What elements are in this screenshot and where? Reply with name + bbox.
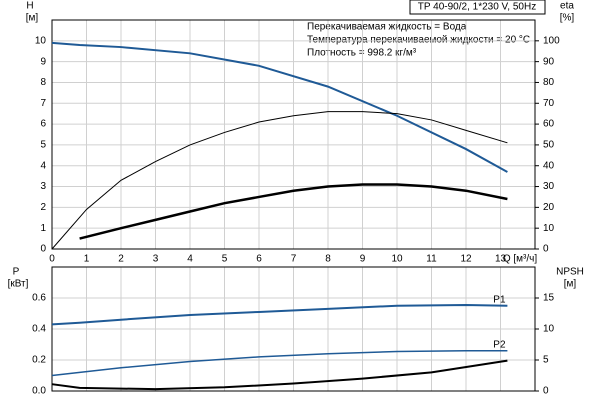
curve: [51, 41, 508, 173]
x-tick-label: 9: [360, 254, 366, 265]
x-tick-label: 12: [460, 254, 472, 265]
y-tick-label: 9: [40, 56, 46, 67]
annotation: Перекачиваемая жидкость = Вода: [307, 22, 467, 33]
curve-label: P2: [493, 339, 506, 350]
y2-unit: [м]: [564, 279, 577, 290]
curve: [51, 303, 508, 326]
y2-tick-label: 40: [543, 160, 555, 171]
y-unit: [м]: [26, 13, 39, 24]
x-tick-label: 3: [153, 254, 159, 265]
y-label: P: [13, 267, 20, 278]
y-tick-label: 7: [40, 98, 46, 109]
y-tick-label: 8: [40, 77, 46, 88]
x-tick-label: 2: [118, 254, 124, 265]
y2-tick-label: 10: [543, 324, 555, 335]
x-tick-label: 8: [325, 254, 331, 265]
annotation: Температура перекачиваемой жидкости = 20…: [307, 35, 530, 46]
x-label: Q [м³/ч]: [503, 254, 538, 265]
y2-tick-label: 30: [543, 181, 555, 192]
y2-tick-label: 60: [543, 119, 555, 130]
curve: [51, 359, 508, 391]
y-tick-label: 3: [40, 181, 46, 192]
y-tick-label: 10: [35, 35, 47, 46]
y2-tick-label: 20: [543, 202, 555, 213]
curve-label: P1: [493, 294, 506, 305]
x-tick-label: 11: [426, 254, 437, 265]
x-tick-label: 4: [187, 254, 193, 265]
y-tick-label: 1: [40, 223, 46, 234]
x-tick-label: 1: [84, 254, 90, 265]
curve: [51, 111, 508, 250]
x-tick-label: 10: [391, 254, 403, 265]
y2-tick-label: 50: [543, 140, 555, 151]
y2-label: eta: [560, 1, 574, 12]
y2-tick-label: 0: [543, 386, 549, 397]
y-unit: [кВт]: [8, 279, 29, 290]
y2-tick-label: 0: [543, 244, 549, 255]
y2-tick-label: 80: [543, 77, 555, 88]
y2-tick-label: 15: [543, 293, 555, 304]
annotation: Плотность = 998.2 кг/м³: [307, 48, 417, 59]
x-tick-label: 6: [256, 254, 262, 265]
curve: [79, 183, 508, 240]
y2-tick-label: 5: [543, 355, 549, 366]
x-tick-label: 0: [49, 254, 55, 265]
y-tick-label: 5: [40, 140, 46, 151]
y-tick-label: 0.2: [32, 355, 46, 366]
y2-tick-label: 100: [543, 35, 560, 46]
x-tick-label: 5: [222, 254, 228, 265]
y2-tick-label: 10: [543, 223, 555, 234]
y-tick-label: 0: [40, 244, 46, 255]
y2-unit: [%]: [560, 13, 575, 24]
y2-label: NPSH: [556, 267, 584, 278]
x-tick-label: 13: [495, 254, 507, 265]
y-tick-label: 6: [40, 119, 46, 130]
x-tick-label: 7: [291, 254, 297, 265]
y-tick-label: 4: [40, 160, 46, 171]
y-tick-label: 2: [40, 202, 46, 213]
curve: [51, 349, 508, 377]
y2-tick-label: 90: [543, 56, 555, 67]
y-tick-label: 0.4: [32, 324, 46, 335]
plot-frame: [51, 19, 536, 250]
y-tick-label: 0.6: [32, 293, 46, 304]
y-tick-label: 0.0: [32, 386, 46, 397]
header: TP 40-90/2, 1*230 V, 50Hz: [418, 2, 536, 13]
y2-tick-label: 70: [543, 98, 555, 109]
header-box: [409, 0, 546, 15]
y-label: H: [26, 1, 33, 12]
